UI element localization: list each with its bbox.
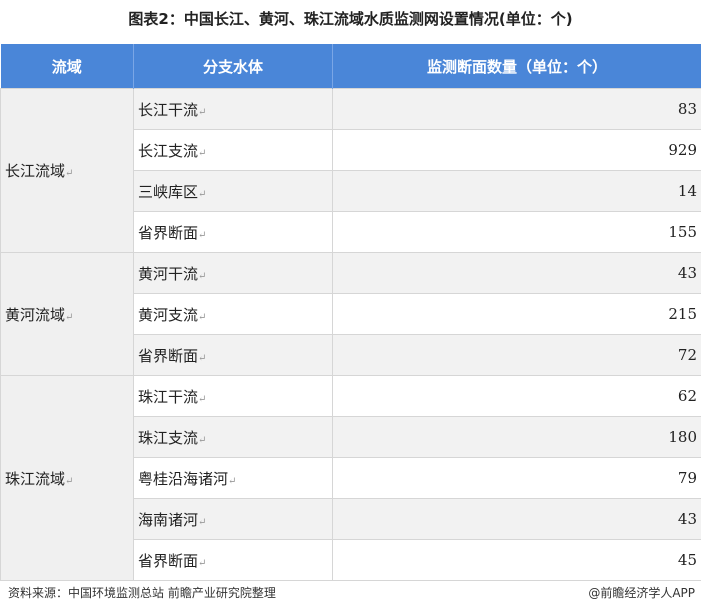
count-cell: 79 xyxy=(332,457,701,499)
brand-label: @前瞻经济学人APP xyxy=(588,586,695,600)
branch-cell: 黄河干流↵ xyxy=(133,252,333,294)
paragraph-mark-icon: ↵ xyxy=(198,270,207,282)
count-cell: 45 xyxy=(332,539,701,581)
header-row: 流域 分支水体 监测断面数量（单位：个） xyxy=(0,44,701,89)
branch-label: 三峡库区 xyxy=(138,182,199,201)
paragraph-mark-icon: ↵ xyxy=(198,516,207,528)
branch-cell: 黄河支流↵ xyxy=(133,293,333,335)
basin-label: 黄河流域 xyxy=(5,305,66,324)
table-row: 三峡库区↵ 14 xyxy=(1,170,701,212)
header-count: 监测断面数量（单位：个） xyxy=(332,44,701,89)
branch-label: 黄河干流 xyxy=(138,264,199,283)
branch-cell: 三峡库区↵ xyxy=(133,170,333,212)
count-cell: 43 xyxy=(332,498,701,540)
branch-cell: 粤桂沿海诸河↵ xyxy=(133,457,333,499)
paragraph-mark-icon: ↵ xyxy=(198,229,207,241)
paragraph-mark-icon: ↵ xyxy=(65,168,74,179)
paragraph-mark-icon: ↵ xyxy=(198,311,207,323)
branch-cell: 省界断面↵ xyxy=(133,211,333,253)
paragraph-mark-icon: ↵ xyxy=(228,475,237,487)
basin-label: 珠江流域 xyxy=(5,469,66,488)
basin-cell: 黄河流域↵ xyxy=(0,252,134,376)
count-cell: 929 xyxy=(332,129,701,171)
branch-label: 海南诸河 xyxy=(138,510,199,529)
branch-label: 珠江支流 xyxy=(138,428,199,447)
basin-label: 长江流域 xyxy=(5,162,66,180)
count-cell: 62 xyxy=(332,375,701,417)
table-row: 珠江支流↵ 180 xyxy=(1,416,701,458)
paragraph-mark-icon: ↵ xyxy=(198,106,207,118)
branch-label: 省界断面 xyxy=(138,223,199,242)
basin-cell: 珠江流域↵ xyxy=(0,375,134,581)
table-row: 长江流域↵ 长江干流↵ 83 xyxy=(0,88,701,253)
branch-cell: 珠江支流↵ xyxy=(133,416,333,458)
paragraph-mark-icon: ↵ xyxy=(198,557,207,569)
table-row: 黄河支流↵ 215 xyxy=(1,293,701,335)
paragraph-mark-icon: ↵ xyxy=(65,311,74,323)
count-cell: 83 xyxy=(332,88,701,130)
table-row: 长江支流↵ 929 xyxy=(1,129,701,171)
table-row: 省界断面↵ 45 xyxy=(1,539,701,581)
branch-label: 粤桂沿海诸河 xyxy=(138,469,229,488)
header-basin: 流域 xyxy=(0,44,134,89)
paragraph-mark-icon: ↵ xyxy=(198,434,207,446)
paragraph-mark-icon: ↵ xyxy=(65,475,74,487)
paragraph-mark-icon: ↵ xyxy=(198,393,207,405)
paragraph-mark-icon: ↵ xyxy=(198,188,207,200)
table-row: 黄河流域↵ 黄河干流↵ 43 xyxy=(0,252,701,376)
table-row: 珠江流域↵ 珠江干流↵ 62 xyxy=(0,375,701,581)
branch-cell: 长江干流↵ xyxy=(133,88,333,130)
basin-cell: 长江流域↵ xyxy=(0,88,134,253)
branch-cell: 长江支流↵ xyxy=(133,129,333,171)
count-cell: 14 xyxy=(332,170,701,212)
header-branch: 分支水体 xyxy=(133,44,333,89)
branch-label: 省界断面 xyxy=(138,346,199,365)
source-note: 资料来源：中国环境监测总站 前瞻产业研究院整理 xyxy=(8,586,276,600)
branch-label: 长江支流 xyxy=(138,141,199,160)
count-cell: 215 xyxy=(332,293,701,335)
count-cell: 155 xyxy=(332,211,701,253)
count-cell: 180 xyxy=(332,416,701,458)
branch-label: 黄河支流 xyxy=(138,305,199,324)
branch-cell: 海南诸河↵ xyxy=(133,498,333,540)
monitoring-table: 流域 分支水体 监测断面数量（单位：个） 长江流域↵ 长江干流↵ 83 长江支流↵ 92… xyxy=(0,44,701,581)
table-row: 粤桂沿海诸河↵ 79 xyxy=(1,457,701,499)
table-title: 图表2：中国长江、黄河、珠江流域水质监测网设置情况(单位：个) xyxy=(128,10,573,28)
branch-label: 省界断面 xyxy=(138,551,199,570)
branch-label: 珠江干流 xyxy=(138,387,199,406)
count-cell: 72 xyxy=(332,334,701,376)
count-cell: 43 xyxy=(332,252,701,294)
branch-cell: 省界断面↵ xyxy=(133,539,333,581)
branch-cell: 珠江干流↵ xyxy=(133,375,333,417)
table-row: 省界断面↵ 72 xyxy=(1,334,701,376)
paragraph-mark-icon: ↵ xyxy=(198,147,207,159)
branch-label: 长江干流 xyxy=(138,100,199,119)
branch-cell: 省界断面↵ xyxy=(133,334,333,376)
paragraph-mark-icon: ↵ xyxy=(198,352,207,364)
table-row: 海南诸河↵ 43 xyxy=(1,498,701,540)
